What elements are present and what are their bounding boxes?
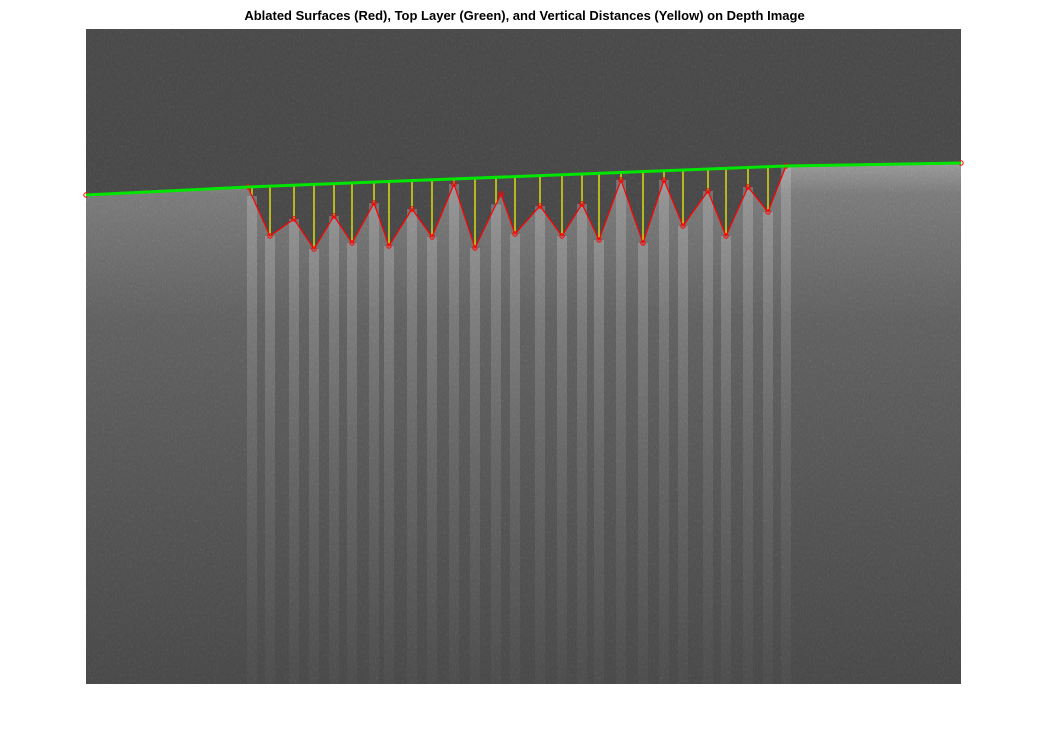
ablated-surface-point bbox=[291, 216, 297, 222]
ablated-surface-point bbox=[409, 206, 415, 212]
ablated-surface-point bbox=[723, 233, 729, 239]
ablated-surface-point bbox=[371, 200, 377, 206]
ablated-surface-point bbox=[498, 191, 504, 197]
ablated-surface-point bbox=[640, 240, 646, 246]
vertical-distances bbox=[251, 166, 769, 249]
ablated-surface-point bbox=[429, 234, 435, 240]
ablated-surface-point bbox=[661, 177, 667, 183]
ablated-surface-point bbox=[618, 177, 624, 183]
top-layer-line bbox=[85, 161, 962, 197]
ablated-surface-point bbox=[579, 201, 585, 207]
ablated-surface-point bbox=[349, 240, 355, 246]
ablated-surface-point bbox=[765, 209, 771, 215]
speckle-noise bbox=[86, 29, 961, 684]
depth-image bbox=[86, 29, 961, 684]
ablated-surfaces bbox=[83, 160, 964, 252]
ablated-surface-point bbox=[331, 213, 337, 219]
ablated-surface-point bbox=[680, 223, 686, 229]
ablated-surface-point bbox=[267, 233, 273, 239]
ablated-surface-point bbox=[386, 243, 392, 249]
ablated-surface-point bbox=[596, 237, 602, 243]
ablated-surface-point bbox=[745, 184, 751, 190]
ablated-surface-point bbox=[705, 188, 711, 194]
ablated-surface-point bbox=[512, 231, 518, 237]
ablated-surface-point bbox=[311, 246, 317, 252]
ablated-surface-point bbox=[472, 245, 478, 251]
top-layer bbox=[85, 161, 962, 197]
figure-title: Ablated Surfaces (Red), Top Layer (Green… bbox=[244, 8, 805, 23]
ablated-surface-point bbox=[537, 203, 543, 209]
ablated-surface-line bbox=[85, 162, 962, 251]
ablated-surface-point bbox=[559, 233, 565, 239]
ablated-surface-point bbox=[451, 181, 457, 187]
